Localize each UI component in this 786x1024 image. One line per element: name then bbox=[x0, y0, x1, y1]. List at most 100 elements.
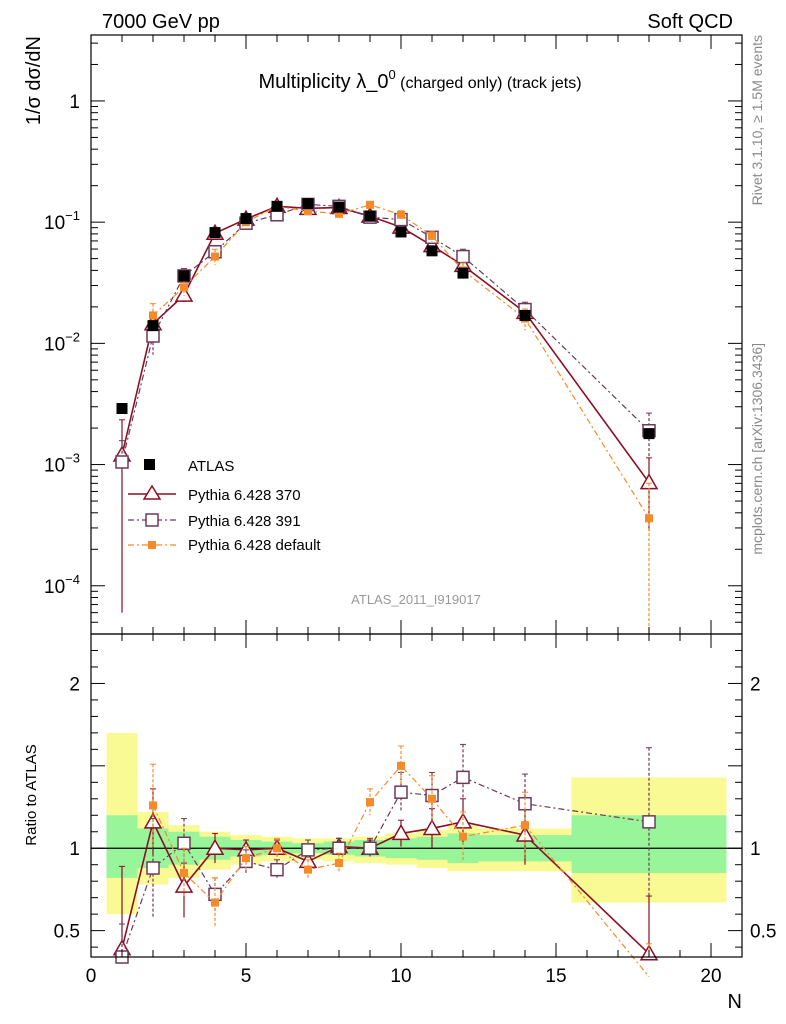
series-line-p391 bbox=[121, 203, 650, 463]
data-point-pdef bbox=[645, 514, 653, 523]
data-point-atlas bbox=[240, 213, 252, 225]
data-point-pdef bbox=[335, 209, 343, 218]
legend-label-p391: Pythia 6.428 391 bbox=[188, 513, 301, 530]
series-pdef bbox=[149, 200, 653, 634]
ratio-x-tick-label: 15 bbox=[545, 966, 566, 987]
data-point-atlas bbox=[271, 200, 283, 212]
ratio-point-pdef bbox=[304, 865, 312, 874]
ratio-point-pdef bbox=[273, 844, 281, 853]
ratio-y-tick-label: 0.5 bbox=[54, 922, 80, 943]
data-point-p391 bbox=[456, 249, 470, 264]
ratio-x-tick-label: 5 bbox=[241, 966, 252, 987]
side-text-rivet: Rivet 3.1.10, ≥ 1.5M events bbox=[749, 35, 765, 205]
data-point-atlas bbox=[209, 227, 221, 239]
main-series-layer bbox=[112, 196, 659, 634]
ratio-x-tick-label: 0 bbox=[86, 966, 97, 987]
data-point-pdef bbox=[304, 207, 312, 216]
ratio-point-p391 bbox=[332, 841, 346, 855]
data-point-atlas bbox=[147, 320, 159, 332]
ratio-y-tick-label-right: 0.5 bbox=[750, 922, 776, 943]
data-point-atlas bbox=[643, 428, 655, 440]
data-point-p391 bbox=[115, 455, 129, 469]
legend-label-atlas: ATLAS bbox=[188, 458, 234, 475]
ratio-series-pdef bbox=[149, 745, 652, 978]
data-point-atlas bbox=[116, 403, 128, 415]
ratio-point-pdef bbox=[459, 832, 467, 841]
ratio-y-tick-label-right: 2 bbox=[750, 674, 761, 695]
main-axes: 10−4 10−3 10−2 10−1 1 bbox=[44, 34, 743, 635]
ratio-y-label: Ratio to ATLAS bbox=[23, 744, 40, 845]
legend-marker-p370 bbox=[142, 484, 162, 500]
data-point-pdef bbox=[149, 311, 157, 320]
data-point-atlas bbox=[395, 226, 407, 238]
watermark: ATLAS_2011_I919017 bbox=[351, 592, 481, 607]
data-point-atlas bbox=[519, 309, 531, 321]
ratio-point-pdef bbox=[211, 898, 219, 907]
ratio-point-pdef bbox=[149, 801, 157, 810]
main-y-tick-label: 10−3 bbox=[44, 451, 80, 477]
data-point-pdef bbox=[397, 210, 405, 219]
data-point-atlas bbox=[426, 245, 438, 257]
ratio-point-pdef bbox=[397, 761, 405, 770]
data-point-atlas bbox=[457, 267, 469, 279]
ratio-y-tick-label-right: 1 bbox=[750, 839, 761, 860]
chart-title-sup: 0 bbox=[388, 67, 395, 82]
legend-label-pdef: Pythia 6.428 default bbox=[188, 537, 321, 554]
chart-title-main: Multiplicity λ_0 bbox=[258, 71, 388, 93]
side-text-mcplots: mcplots.cern.ch [arXiv:1306.3436] bbox=[749, 343, 765, 555]
ratio-x-tick-label: 20 bbox=[700, 966, 721, 987]
data-point-atlas bbox=[302, 198, 314, 210]
header-category: Soft QCD bbox=[647, 11, 733, 33]
ratio-point-p391 bbox=[456, 770, 470, 785]
ratio-point-p391 bbox=[270, 862, 284, 877]
main-y-label: 1/σ dσ/dN bbox=[23, 36, 45, 125]
series-line-p370 bbox=[121, 205, 650, 484]
data-point-p391 bbox=[146, 329, 160, 343]
data-point-pdef bbox=[428, 231, 436, 240]
ratio-point-p391 bbox=[177, 836, 191, 851]
data-point-pdef bbox=[366, 200, 374, 209]
ratio-point-p391 bbox=[146, 861, 160, 875]
main-y-tick-label: 10−2 bbox=[44, 329, 80, 355]
data-point-atlas bbox=[333, 201, 345, 213]
data-point-atlas bbox=[178, 270, 190, 282]
chart-title-suffix: (charged only) (track jets) bbox=[396, 75, 582, 92]
chart-title: Multiplicity λ_00 (charged only) (track … bbox=[258, 67, 581, 93]
ratio-frame bbox=[90, 633, 743, 958]
legend-marker-atlas bbox=[144, 459, 155, 470]
ratio-point-pdef bbox=[428, 794, 436, 803]
ratio-y-tick-label: 1 bbox=[69, 839, 80, 860]
legend-marker-pdef bbox=[148, 541, 156, 549]
ratio-point-p370 bbox=[453, 812, 473, 829]
ratio-point-p391 bbox=[301, 843, 315, 857]
header-energy: 7000 GeV pp bbox=[102, 11, 220, 33]
ratio-x-tick-label: 10 bbox=[390, 966, 411, 987]
data-point-p370 bbox=[174, 285, 194, 302]
data-point-p370 bbox=[639, 473, 659, 490]
main-y-tick-label: 1 bbox=[69, 92, 80, 113]
legend-label-p370: Pythia 6.428 370 bbox=[188, 487, 301, 504]
legend: ATLAS Pythia 6.428 370 Pythia 6.428 391 … bbox=[128, 458, 321, 554]
ratio-x-label: N bbox=[728, 991, 742, 1013]
ratio-point-p370 bbox=[391, 823, 411, 841]
main-y-tick-label: 10−4 bbox=[44, 572, 80, 598]
data-point-atlas bbox=[364, 210, 376, 222]
ratio-point-p391 bbox=[394, 785, 408, 799]
ratio-point-p370 bbox=[205, 838, 225, 855]
ratio-point-pdef bbox=[366, 798, 374, 807]
main-y-tick-label: 10−1 bbox=[44, 208, 80, 234]
ratio-point-pdef bbox=[335, 859, 343, 868]
ratio-y-tick-label: 2 bbox=[69, 674, 80, 695]
ratio-point-pdef bbox=[180, 868, 188, 877]
ratio-point-p391 bbox=[363, 841, 377, 855]
data-point-pdef bbox=[180, 283, 188, 292]
series-p391 bbox=[115, 197, 656, 499]
ratio-axes: 0.5 0.51 12 20 5 10 15 20 bbox=[54, 633, 776, 987]
ratio-point-p370 bbox=[422, 818, 442, 836]
series-atlas bbox=[116, 198, 655, 440]
ratio-point-p391 bbox=[642, 815, 656, 829]
ratio-point-pdef bbox=[521, 821, 529, 830]
legend-marker-p391 bbox=[145, 513, 159, 527]
ratio-point-pdef bbox=[242, 854, 250, 863]
